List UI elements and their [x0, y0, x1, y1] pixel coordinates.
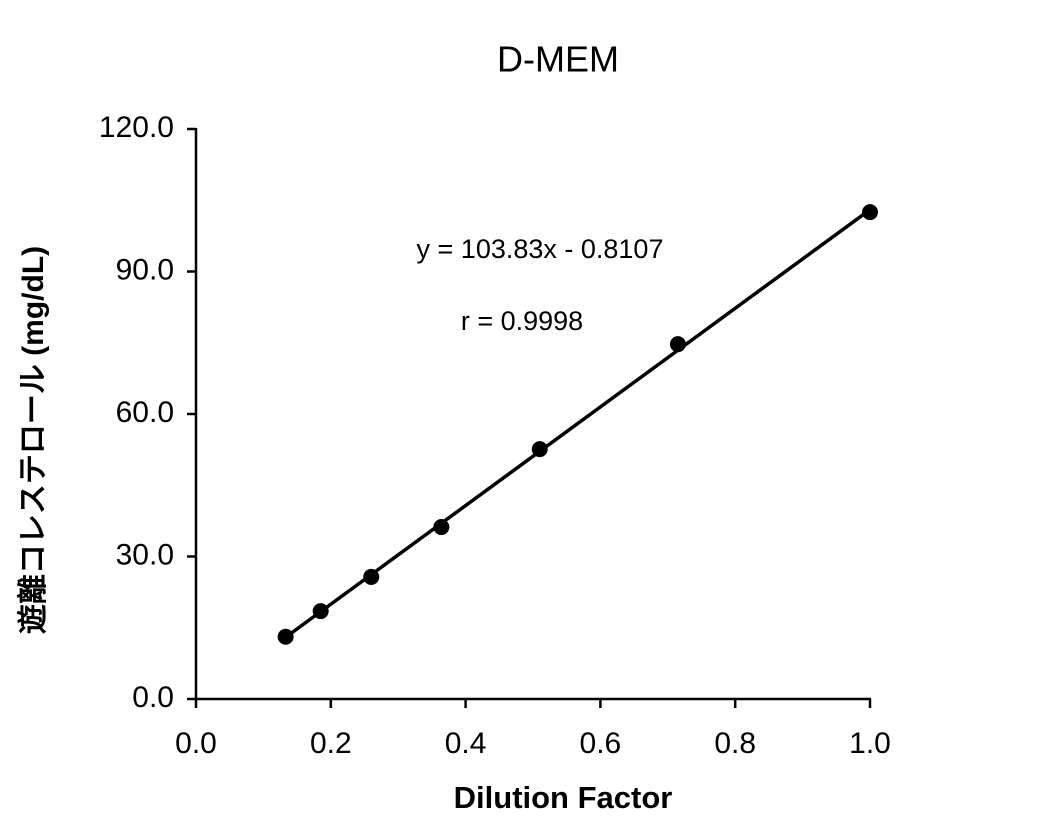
- data-point: [312, 603, 329, 620]
- data-point: [277, 628, 294, 645]
- y-tick-label: 90.0: [116, 253, 174, 286]
- annotation: r = 0.9998: [461, 306, 583, 336]
- data-point: [862, 204, 878, 221]
- chart-title: D-MEM: [497, 39, 619, 80]
- trendline: [284, 208, 872, 639]
- y-tick-label: 0.0: [132, 681, 174, 714]
- y-axis-label: 遊離コレステロール (mg/dL): [16, 246, 50, 634]
- y-tick-label: 120.0: [99, 111, 174, 144]
- x-tick-label: 0.8: [714, 727, 756, 760]
- data-point: [433, 519, 450, 536]
- data-point: [363, 568, 380, 585]
- data-point: [531, 441, 548, 458]
- x-tick-label: 1.0: [849, 727, 891, 760]
- x-axis-label: Dilution Factor: [454, 780, 673, 815]
- x-tick-label: 0.2: [310, 727, 352, 760]
- x-tick-label: 0.4: [445, 727, 487, 760]
- y-tick-label: 60.0: [116, 396, 174, 429]
- data-point: [669, 336, 686, 353]
- trendline-equation: y = 103.83x - 0.8107: [417, 234, 664, 264]
- x-tick-label: 0.6: [580, 727, 622, 760]
- y-tick-label: 30.0: [116, 538, 174, 571]
- x-tick-label: 0.0: [175, 727, 217, 760]
